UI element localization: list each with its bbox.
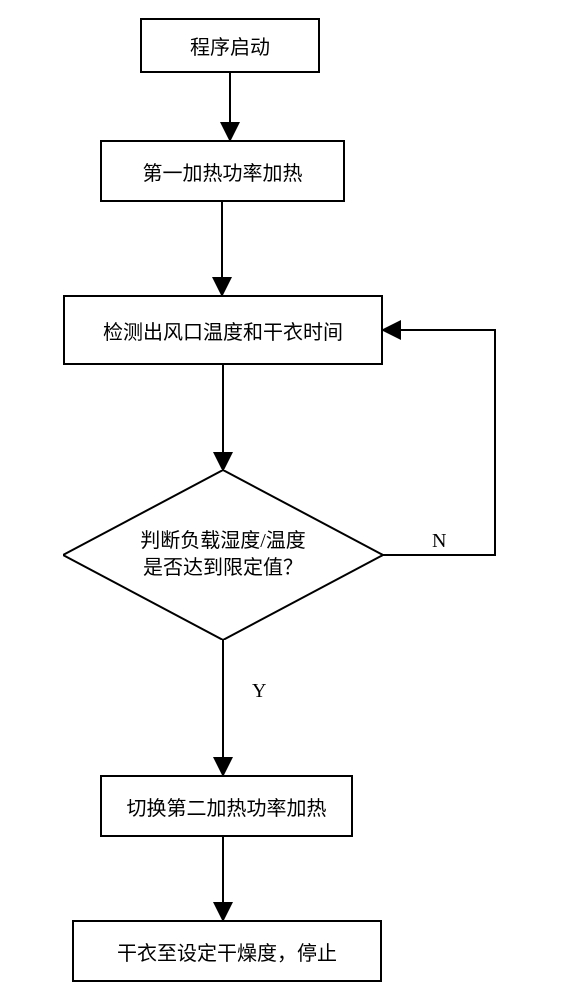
node-detect: 检测出风口温度和干衣时间 — [63, 295, 383, 365]
edge-label-yes: Y — [252, 680, 266, 703]
node-decide-line2: 是否达到限定值？ — [143, 555, 303, 582]
node-heat2: 切换第二加热功率加热 — [100, 775, 353, 837]
node-heat1: 第一加热功率加热 — [100, 140, 345, 202]
edge-decide-detect-loop — [383, 330, 495, 555]
node-detect-label: 检测出风口温度和干衣时间 — [103, 316, 343, 345]
node-stop: 干衣至设定干燥度，停止 — [72, 920, 382, 982]
node-decide: 判断负载湿度/温度 是否达到限定值？ — [63, 470, 383, 640]
node-heat1-label: 第一加热功率加热 — [143, 157, 303, 186]
node-heat2-label: 切换第二加热功率加热 — [127, 792, 327, 821]
node-decide-line1: 判断负载湿度/温度 — [140, 528, 306, 555]
node-start: 程序启动 — [140, 18, 320, 73]
edge-label-no: N — [432, 530, 446, 553]
node-start-label: 程序启动 — [190, 31, 270, 60]
node-stop-label: 干衣至设定干燥度，停止 — [117, 937, 337, 966]
